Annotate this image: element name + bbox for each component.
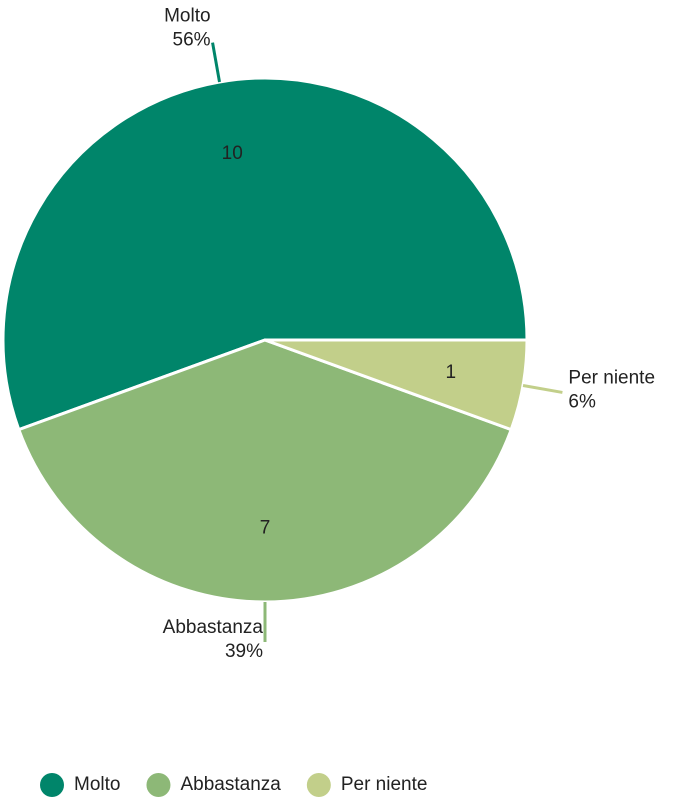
pie-slice bbox=[16, 338, 514, 604]
slice-category-label: Abbastanza bbox=[163, 617, 264, 638]
leader-line bbox=[211, 42, 221, 83]
slice-value-label: 7 bbox=[260, 518, 271, 539]
slice-value-label: 1 bbox=[445, 362, 456, 383]
slice-percent-label: 6% bbox=[568, 391, 596, 412]
legend-label: Abbastanza bbox=[180, 774, 281, 795]
slice-value-label: 10 bbox=[222, 143, 243, 164]
legend-label: Molto bbox=[74, 774, 120, 795]
pie-slice bbox=[264, 338, 529, 432]
legend-swatch bbox=[40, 773, 64, 797]
slice-category-label: Molto bbox=[164, 6, 210, 27]
legend-label: Per niente bbox=[341, 774, 428, 795]
leader-line bbox=[522, 384, 563, 394]
legend-swatch bbox=[306, 773, 331, 797]
slice-percent-label: 56% bbox=[173, 30, 211, 51]
slice-category-label: Per niente bbox=[568, 367, 655, 388]
slice-percent-label: 39% bbox=[225, 641, 263, 662]
legend-swatch bbox=[146, 773, 171, 797]
